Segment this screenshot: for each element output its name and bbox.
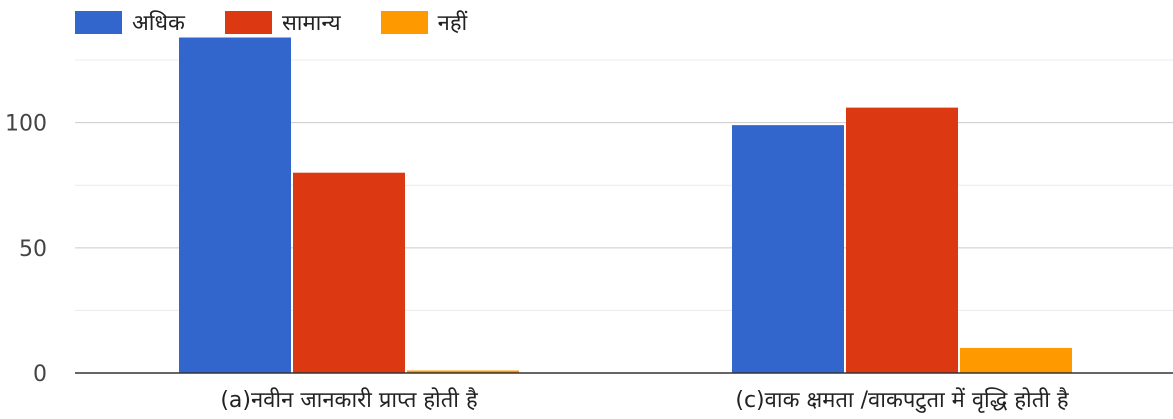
x-tick-label: (c)वाक क्षमता /वाकपटुता में वृद्धि होती …: [735, 387, 1069, 413]
legend-swatch-series-3: [380, 10, 428, 34]
legend-item-series-1[interactable]: अधिक: [75, 7, 185, 37]
chart-legend: अधिक सामान्य नहीं: [75, 6, 507, 38]
legend-label-series-2: सामान्य: [281, 11, 341, 36]
legend-label-series-1: अधिक: [132, 11, 185, 36]
legend-label-series-3: नहीं: [437, 11, 468, 36]
x-tick-label: (a)नवीन जानकारी प्राप्त होती है: [220, 387, 478, 413]
y-tick-label: 100: [5, 112, 47, 137]
bar-series-2-category-1[interactable]: [293, 172, 405, 373]
y-axis-ticks: 0 50 100: [5, 112, 47, 387]
bar-series-3-category-2[interactable]: [960, 347, 1072, 373]
legend-swatch-series-2: [224, 10, 272, 34]
y-tick-label: 0: [33, 362, 47, 387]
bars: [179, 37, 1072, 374]
bar-series-1-category-2[interactable]: [732, 125, 844, 373]
legend-swatch-series-1: [75, 10, 122, 34]
legend-item-series-3[interactable]: नहीं: [380, 7, 468, 37]
y-tick-label: 50: [19, 237, 47, 262]
bar-series-1-category-1[interactable]: [179, 37, 291, 374]
bar-series-2-category-2[interactable]: [846, 107, 958, 373]
x-axis-ticks: (a)नवीन जानकारी प्राप्त होती है (c)वाक क्…: [220, 387, 1069, 413]
legend-item-series-2[interactable]: सामान्य: [224, 7, 341, 37]
bar-series-3-category-1[interactable]: [407, 370, 519, 373]
